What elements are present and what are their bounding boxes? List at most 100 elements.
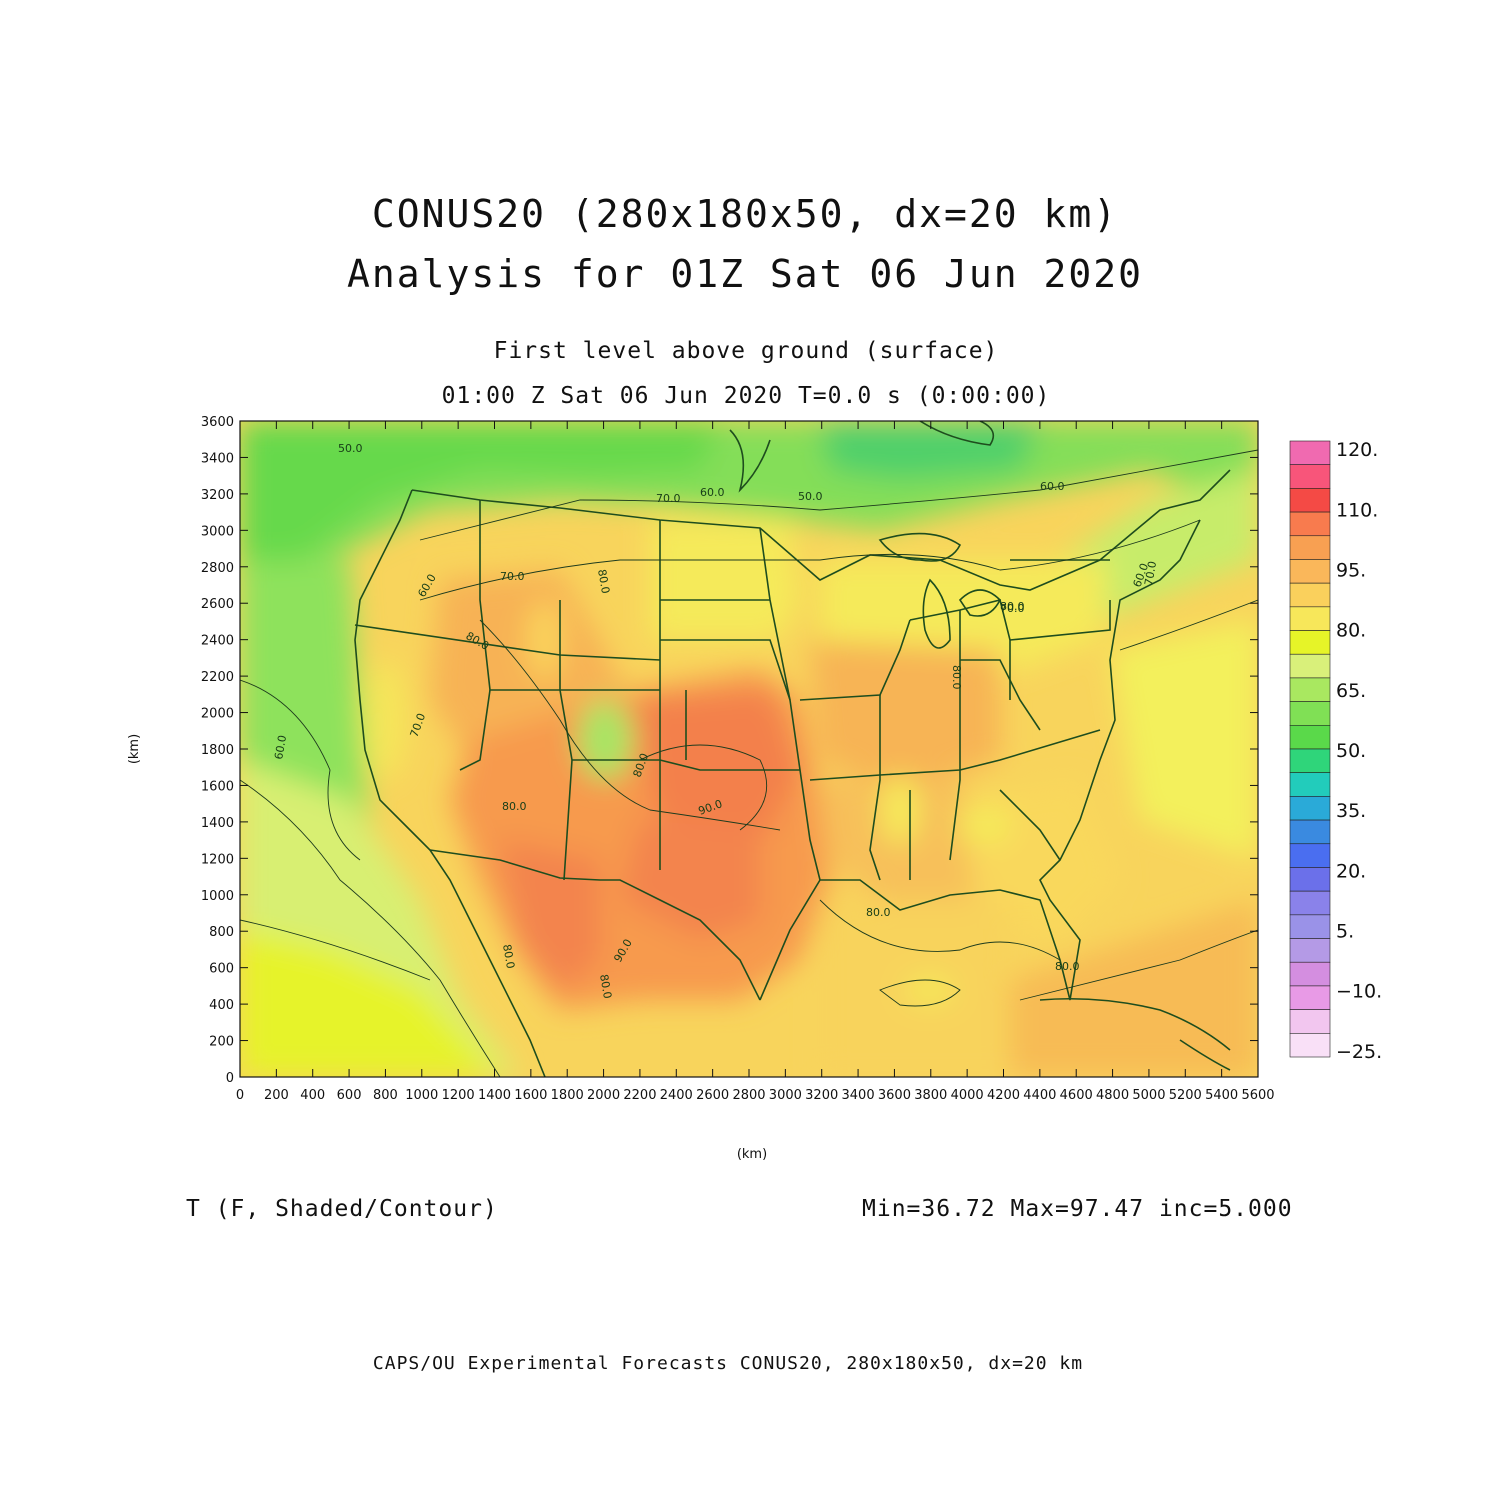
colorbar-label: −10. bbox=[1336, 981, 1382, 1003]
colorbar-label: 110. bbox=[1336, 499, 1378, 521]
contour-label: 80.0 bbox=[500, 943, 517, 969]
x-tick-label: 2000 bbox=[587, 1088, 620, 1103]
colorbar-label: 35. bbox=[1336, 800, 1366, 822]
y-tick-label: 1000 bbox=[201, 889, 234, 904]
x-tick-label: 400 bbox=[300, 1088, 325, 1103]
contour-label: 80.0 bbox=[866, 906, 891, 919]
contour-label: 70.0 bbox=[1142, 560, 1159, 586]
x-tick-label: 600 bbox=[337, 1088, 362, 1103]
x-tick-label: 800 bbox=[373, 1088, 398, 1103]
contour-label: 80.0 bbox=[950, 665, 963, 690]
colorbar-swatch bbox=[1289, 867, 1331, 892]
contour-label: 60.0 bbox=[1040, 480, 1065, 493]
plot-title-line1: CONUS20 (280x180x50, dx=20 km) bbox=[371, 192, 1119, 236]
x-tick-label: 4600 bbox=[1060, 1088, 1093, 1103]
x-tick-label: 0 bbox=[236, 1088, 244, 1103]
contour-label: 80.0 bbox=[597, 973, 614, 999]
colorbar-swatch bbox=[1289, 748, 1331, 773]
x-tick-label: 200 bbox=[264, 1088, 289, 1103]
contour-label: 80.0 bbox=[1055, 960, 1080, 973]
colorbar bbox=[1289, 440, 1331, 1058]
contour-label: 50.0 bbox=[798, 490, 823, 503]
colorbar-swatch bbox=[1289, 559, 1331, 584]
colorbar-swatch bbox=[1289, 535, 1331, 560]
colorbar-swatch bbox=[1289, 914, 1331, 939]
y-tick-label: 2200 bbox=[201, 670, 234, 685]
contour-label: 70.0 bbox=[500, 570, 525, 583]
level-subtitle: First level above ground (surface) bbox=[493, 338, 999, 364]
colorbar-label: 80. bbox=[1336, 620, 1366, 642]
colorbar-swatch bbox=[1289, 938, 1331, 963]
colorbar-swatch bbox=[1289, 511, 1331, 537]
colorbar-swatch bbox=[1289, 985, 1331, 1010]
y-tick-label: 1600 bbox=[201, 779, 234, 794]
x-tick-label: 3200 bbox=[805, 1088, 838, 1103]
colorbar-swatch bbox=[1289, 725, 1331, 750]
colorbar-label: 20. bbox=[1336, 860, 1366, 882]
colorbar-swatch bbox=[1289, 440, 1331, 465]
colorbar-swatch bbox=[1289, 819, 1331, 845]
x-axis-label: (km) bbox=[737, 1147, 767, 1162]
y-tick-label: 3200 bbox=[201, 488, 234, 503]
x-tick-label: 2200 bbox=[623, 1088, 656, 1103]
colorbar-label: 95. bbox=[1336, 559, 1366, 581]
x-tick-label: 4200 bbox=[987, 1088, 1020, 1103]
contour-label: 70.0 bbox=[1000, 602, 1025, 615]
y-tick-label: 2000 bbox=[201, 707, 234, 722]
x-tick-label: 3400 bbox=[842, 1088, 875, 1103]
x-axis: 0 200 400 600 800 1000 1200 1400 1600 1800 2000 220… bbox=[236, 421, 1275, 1103]
contour-label: 50.0 bbox=[338, 442, 363, 455]
x-tick-label: 1800 bbox=[551, 1088, 584, 1103]
x-tick-label: 4000 bbox=[951, 1088, 984, 1103]
contour-label: 60.0 bbox=[272, 734, 289, 760]
x-tick-label: 5200 bbox=[1169, 1088, 1202, 1103]
colorbar-swatch bbox=[1289, 701, 1331, 726]
x-tick-label: 4800 bbox=[1096, 1088, 1129, 1103]
x-tick-label: 5400 bbox=[1205, 1088, 1238, 1103]
contour-label: 70.0 bbox=[656, 492, 681, 505]
y-tick-label: 3400 bbox=[201, 451, 234, 466]
colorbar-label: −25. bbox=[1336, 1041, 1382, 1063]
colorbar-label: 65. bbox=[1336, 680, 1366, 702]
colorbar-swatch bbox=[1289, 582, 1331, 608]
y-tick-label: 400 bbox=[209, 998, 234, 1013]
x-tick-label: 1000 bbox=[405, 1088, 438, 1103]
colorbar-label: 120. bbox=[1336, 439, 1378, 461]
colorbar-swatch bbox=[1289, 961, 1331, 987]
y-tick-label: 1400 bbox=[201, 816, 234, 831]
colorbar-label: 5. bbox=[1336, 921, 1354, 943]
y-tick-label: 1800 bbox=[201, 743, 234, 758]
y-axis-label: (km) bbox=[127, 734, 142, 764]
colorbar-swatch bbox=[1289, 796, 1331, 821]
y-tick-label: 600 bbox=[209, 962, 234, 977]
x-tick-label: 2400 bbox=[660, 1088, 693, 1103]
x-tick-label: 4400 bbox=[1023, 1088, 1056, 1103]
x-tick-label: 1200 bbox=[442, 1088, 475, 1103]
x-tick-label: 1400 bbox=[478, 1088, 511, 1103]
contour-label: 60.0 bbox=[700, 486, 725, 499]
field-stats: Min=36.72 Max=97.47 inc=5.000 bbox=[862, 1196, 1293, 1222]
x-tick-label: 3800 bbox=[914, 1088, 947, 1103]
y-tick-label: 800 bbox=[209, 925, 234, 940]
footer-credit: CAPS/OU Experimental Forecasts CONUS20, … bbox=[372, 1353, 1084, 1374]
contour-label: 80.0 bbox=[1000, 600, 1025, 613]
x-tick-label: 2600 bbox=[696, 1088, 729, 1103]
colorbar-swatch bbox=[1289, 464, 1331, 489]
colorbar-swatch bbox=[1289, 677, 1331, 702]
colorbar-swatch bbox=[1289, 488, 1331, 513]
colorbar-swatch bbox=[1289, 606, 1331, 631]
colorbar-swatch bbox=[1289, 890, 1331, 916]
colorbar-swatch bbox=[1289, 1009, 1331, 1034]
x-tick-label: 3600 bbox=[878, 1088, 911, 1103]
y-tick-label: 2400 bbox=[201, 634, 234, 649]
shaded-temperature-field bbox=[240, 421, 1258, 1077]
y-tick-label: 3600 bbox=[201, 415, 234, 430]
colorbar-swatch bbox=[1289, 653, 1331, 679]
colorbar-swatch bbox=[1289, 843, 1331, 868]
x-tick-label: 5000 bbox=[1132, 1088, 1165, 1103]
colorbar-label: 50. bbox=[1336, 740, 1366, 762]
y-tick-label: 2800 bbox=[201, 561, 234, 576]
y-tick-label: 1200 bbox=[201, 852, 234, 867]
x-tick-label: 2800 bbox=[732, 1088, 765, 1103]
